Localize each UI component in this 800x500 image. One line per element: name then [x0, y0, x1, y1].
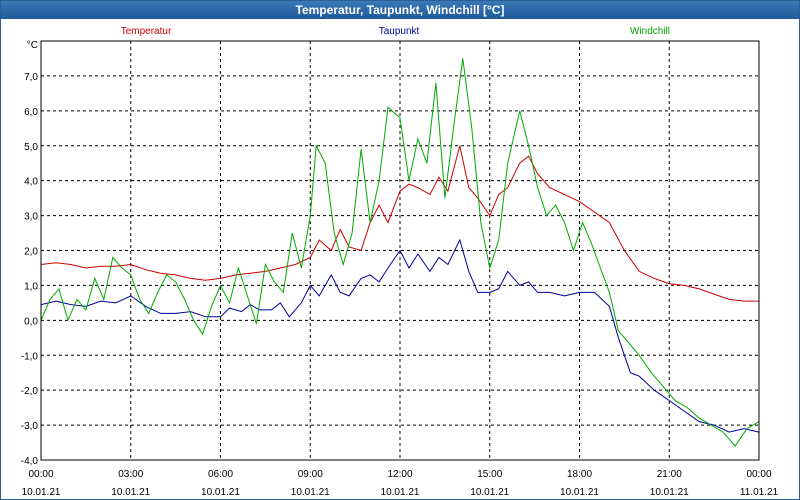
plot-border [40, 40, 760, 461]
y-axis-unit: °C [27, 40, 38, 51]
legend: Temperatur Taupunkt Windchill [121, 26, 670, 37]
x-tick-time: 06:00 [208, 469, 233, 480]
y-tick-label: 7,0 [24, 72, 38, 83]
x-tick-date: 10.01.21 [111, 487, 150, 498]
x-tick-time: 21:00 [657, 469, 682, 480]
x-tick-date: 10.01.21 [291, 487, 330, 498]
y-tick-label: 0,0 [24, 316, 38, 327]
y-tick-label: 5,0 [24, 142, 38, 153]
x-tick-date: 10.01.21 [381, 487, 420, 498]
y-tick-label: -4,0 [21, 456, 39, 467]
y-tick-label: -1,0 [21, 351, 39, 362]
x-tick-time: 00:00 [28, 469, 53, 480]
x-tick-time: 12:00 [387, 469, 412, 480]
x-tick-time: 15:00 [477, 469, 502, 480]
legend-entry-temperatur: Temperatur [121, 26, 172, 37]
y-tick-label: 1,0 [24, 281, 38, 292]
x-tick-time: 03:00 [118, 469, 143, 480]
x-tick-date: 10.01.21 [560, 487, 599, 498]
x-tick-date: 10.01.21 [650, 487, 689, 498]
axes: 7,0 6,0 5,0 4,0 3,0 2,0 1,0 0,0 -1,0 -2,0 -3,0 -4,0… [21, 40, 779, 498]
y-tick-label: 3,0 [24, 212, 38, 223]
line-chart: 7,0 6,0 5,0 4,0 3,0 2,0 1,0 0,0 -1,0 -2,0 -3,0 -4,0… [21, 26, 779, 498]
window-title: Temperatur, Taupunkt, Windchill [°C] [1, 1, 799, 19]
y-tick-label: 6,0 [24, 107, 38, 118]
y-tick-label: 2,0 [24, 247, 38, 258]
x-tick-time: 18:00 [567, 469, 592, 480]
series-line-temperatur [40, 145, 759, 302]
x-tick-date: 10.01.21 [22, 487, 61, 498]
series-lines [40, 58, 760, 447]
x-tick-time: 09:00 [298, 469, 323, 480]
x-tick-date: 10.01.21 [201, 487, 240, 498]
y-tick-label: 4,0 [24, 177, 38, 188]
x-tick-date: 11.01.21 [740, 487, 779, 498]
y-tick-label: -2,0 [21, 386, 39, 397]
x-tick-date: 10.01.21 [470, 487, 509, 498]
grid [41, 41, 759, 460]
legend-entry-taupunkt: Taupunkt [379, 26, 420, 37]
y-tick-label: -3,0 [21, 421, 39, 432]
legend-entry-windchill: Windchill [630, 26, 670, 37]
x-tick-time: 00:00 [746, 469, 771, 480]
series-line-windchill [40, 58, 760, 447]
series-line-taupunkt [40, 238, 760, 433]
